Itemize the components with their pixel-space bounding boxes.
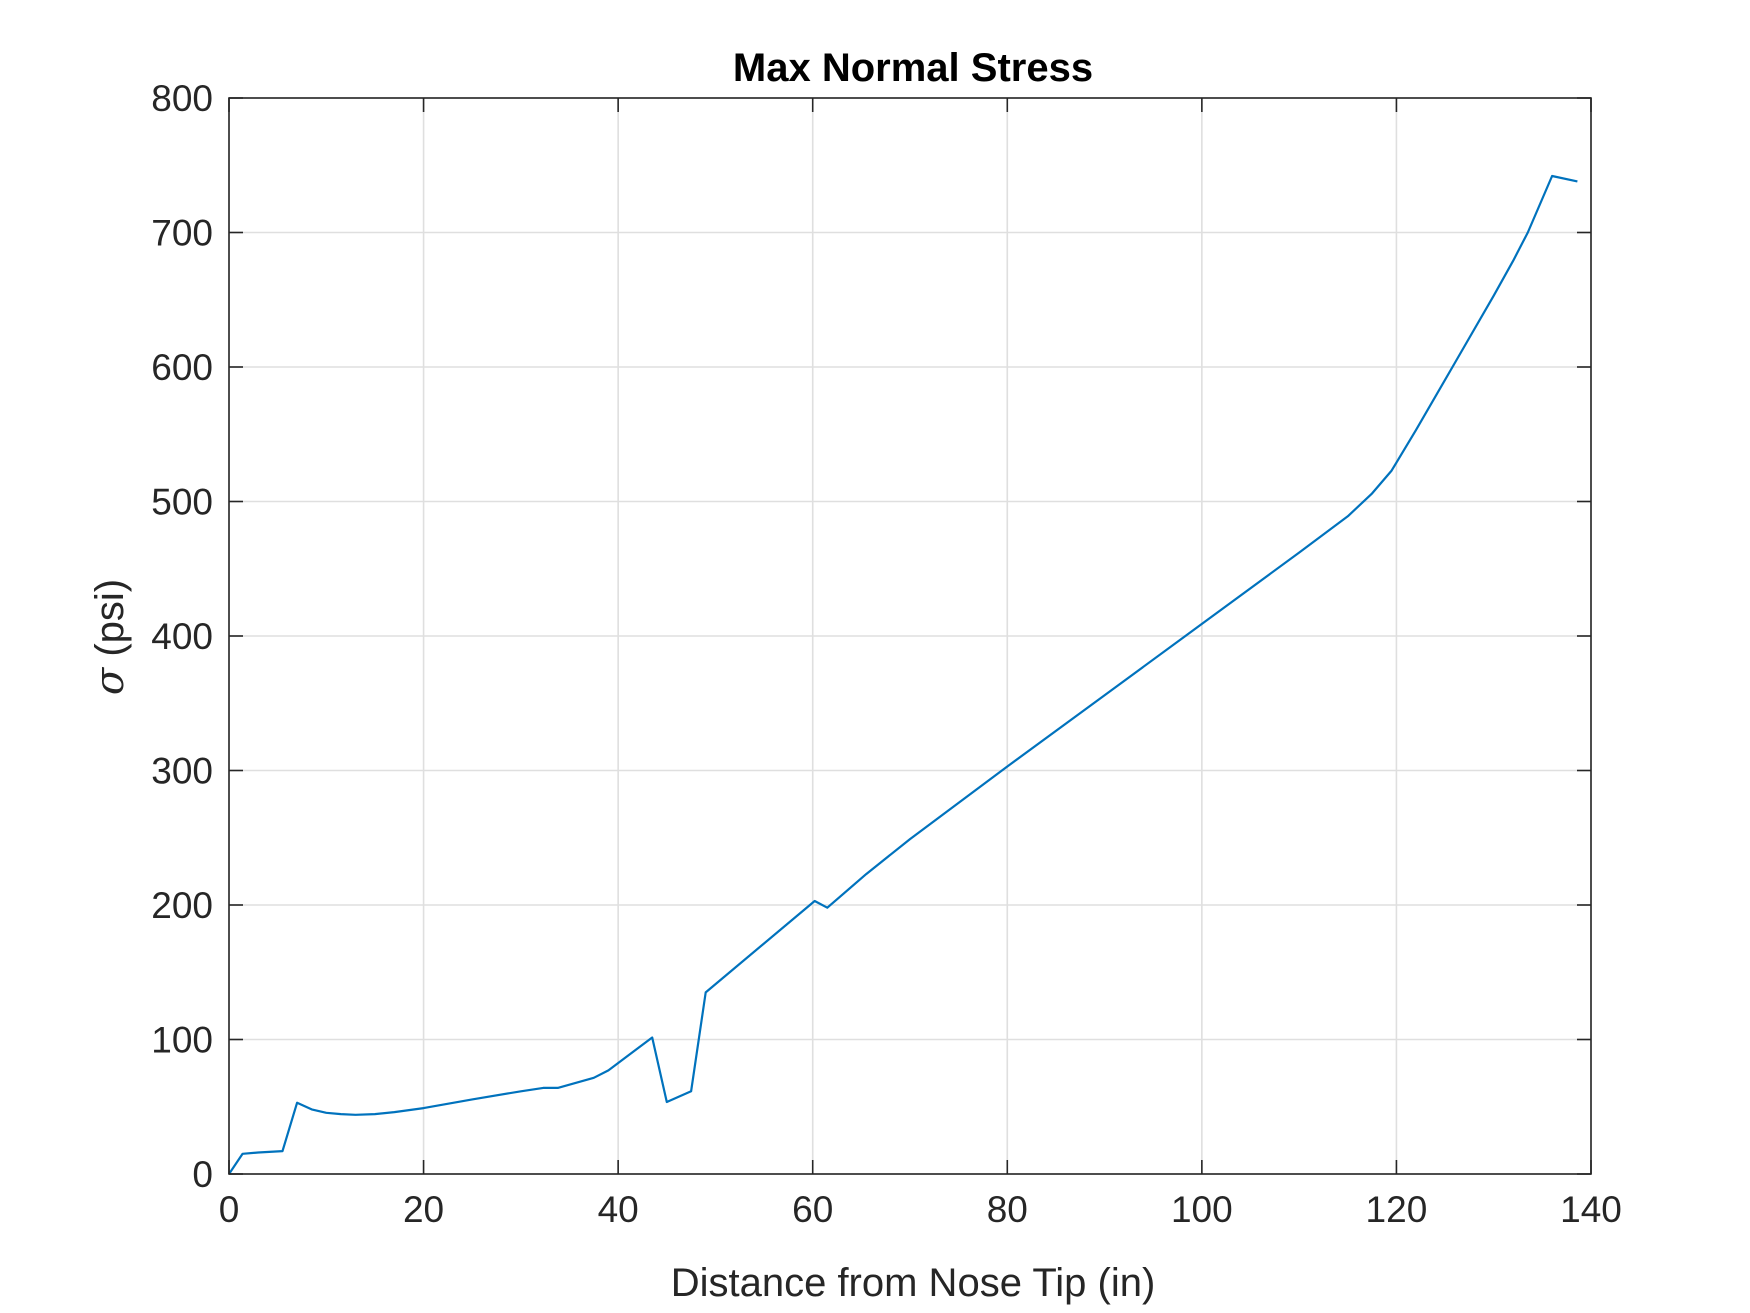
x-tick-label: 100 bbox=[1171, 1189, 1233, 1230]
x-tick-label: 140 bbox=[1560, 1189, 1622, 1230]
y-tick-label: 0 bbox=[192, 1154, 213, 1195]
x-axis-label: Distance from Nose Tip (in) bbox=[671, 1261, 1156, 1305]
y-tick-label: 300 bbox=[151, 751, 213, 792]
y-tick-label: 700 bbox=[151, 213, 213, 254]
x-tick-label: 120 bbox=[1366, 1189, 1428, 1230]
x-tick-label: 20 bbox=[403, 1189, 444, 1230]
y-tick-label: 100 bbox=[151, 1020, 213, 1061]
ticks: 0 20 40 60 80 100 120 140 0 100 200 300 400 500 600 700… bbox=[151, 78, 1622, 1230]
x-tick-label: 80 bbox=[987, 1189, 1028, 1230]
y-tick-label: 400 bbox=[151, 616, 213, 657]
y-tick-label: 200 bbox=[151, 885, 213, 926]
y-axis-label-symbol: σ bbox=[87, 666, 133, 695]
series-line bbox=[228, 174, 1578, 1175]
x-tick-label: 60 bbox=[792, 1189, 833, 1230]
x-tick-label: 40 bbox=[598, 1189, 639, 1230]
x-tick-label: 0 bbox=[219, 1189, 240, 1230]
y-tick-label: 500 bbox=[151, 482, 213, 523]
y-axis-label-unit: (psi) bbox=[88, 579, 132, 668]
y-tick-label: 600 bbox=[151, 347, 213, 388]
y-axis-label: σ (psi) bbox=[87, 579, 133, 695]
y-tick-label: 800 bbox=[151, 78, 213, 119]
chart-title: Max Normal Stress bbox=[733, 46, 1093, 90]
